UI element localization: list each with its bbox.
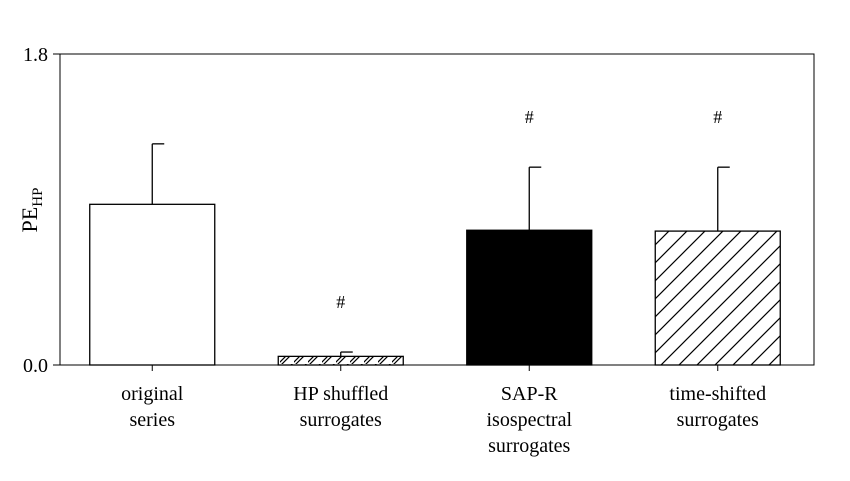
y-tick-label-top: 1.8 xyxy=(23,44,48,66)
x-category-label-2-line-0: SAP-R xyxy=(501,383,558,405)
x-category-label-3-line-1: surrogates xyxy=(677,409,759,431)
y-tick-label-bottom: 0.0 xyxy=(23,355,48,377)
y-axis: 1.8 0.0 xyxy=(23,44,60,377)
x-category-label-1-line-1: surrogates xyxy=(300,409,382,431)
significance-marker-2: # xyxy=(525,107,534,127)
x-axis-category-labels: original series HP shuffled surrogates SAP-R… xyxy=(121,365,766,457)
bar-2 xyxy=(466,229,593,366)
y-axis-label-subscript: HP xyxy=(30,188,46,207)
y-axis-label: PEHP xyxy=(17,188,46,233)
significance-marker-1: # xyxy=(336,292,345,312)
x-category-label-2-line-2: surrogates xyxy=(488,435,570,457)
x-category-label-0-line-0: original xyxy=(121,383,184,405)
significance-marker-3: # xyxy=(713,107,722,127)
x-category-label-0-line-1: series xyxy=(129,409,175,431)
y-axis-label-main: PE xyxy=(17,207,42,233)
plot-frame xyxy=(59,53,815,366)
chart-marks: # # # xyxy=(89,107,781,366)
bar-3 xyxy=(654,230,781,366)
svg-text:PEHP: PEHP xyxy=(17,188,46,233)
x-category-label-1-line-0: HP shuffled xyxy=(293,383,388,405)
x-category-label-3-line-0: time-shifted xyxy=(669,383,766,405)
bar-1 xyxy=(277,355,404,366)
x-category-label-2-line-1: isospectral xyxy=(486,409,572,431)
bar-0 xyxy=(89,203,216,366)
